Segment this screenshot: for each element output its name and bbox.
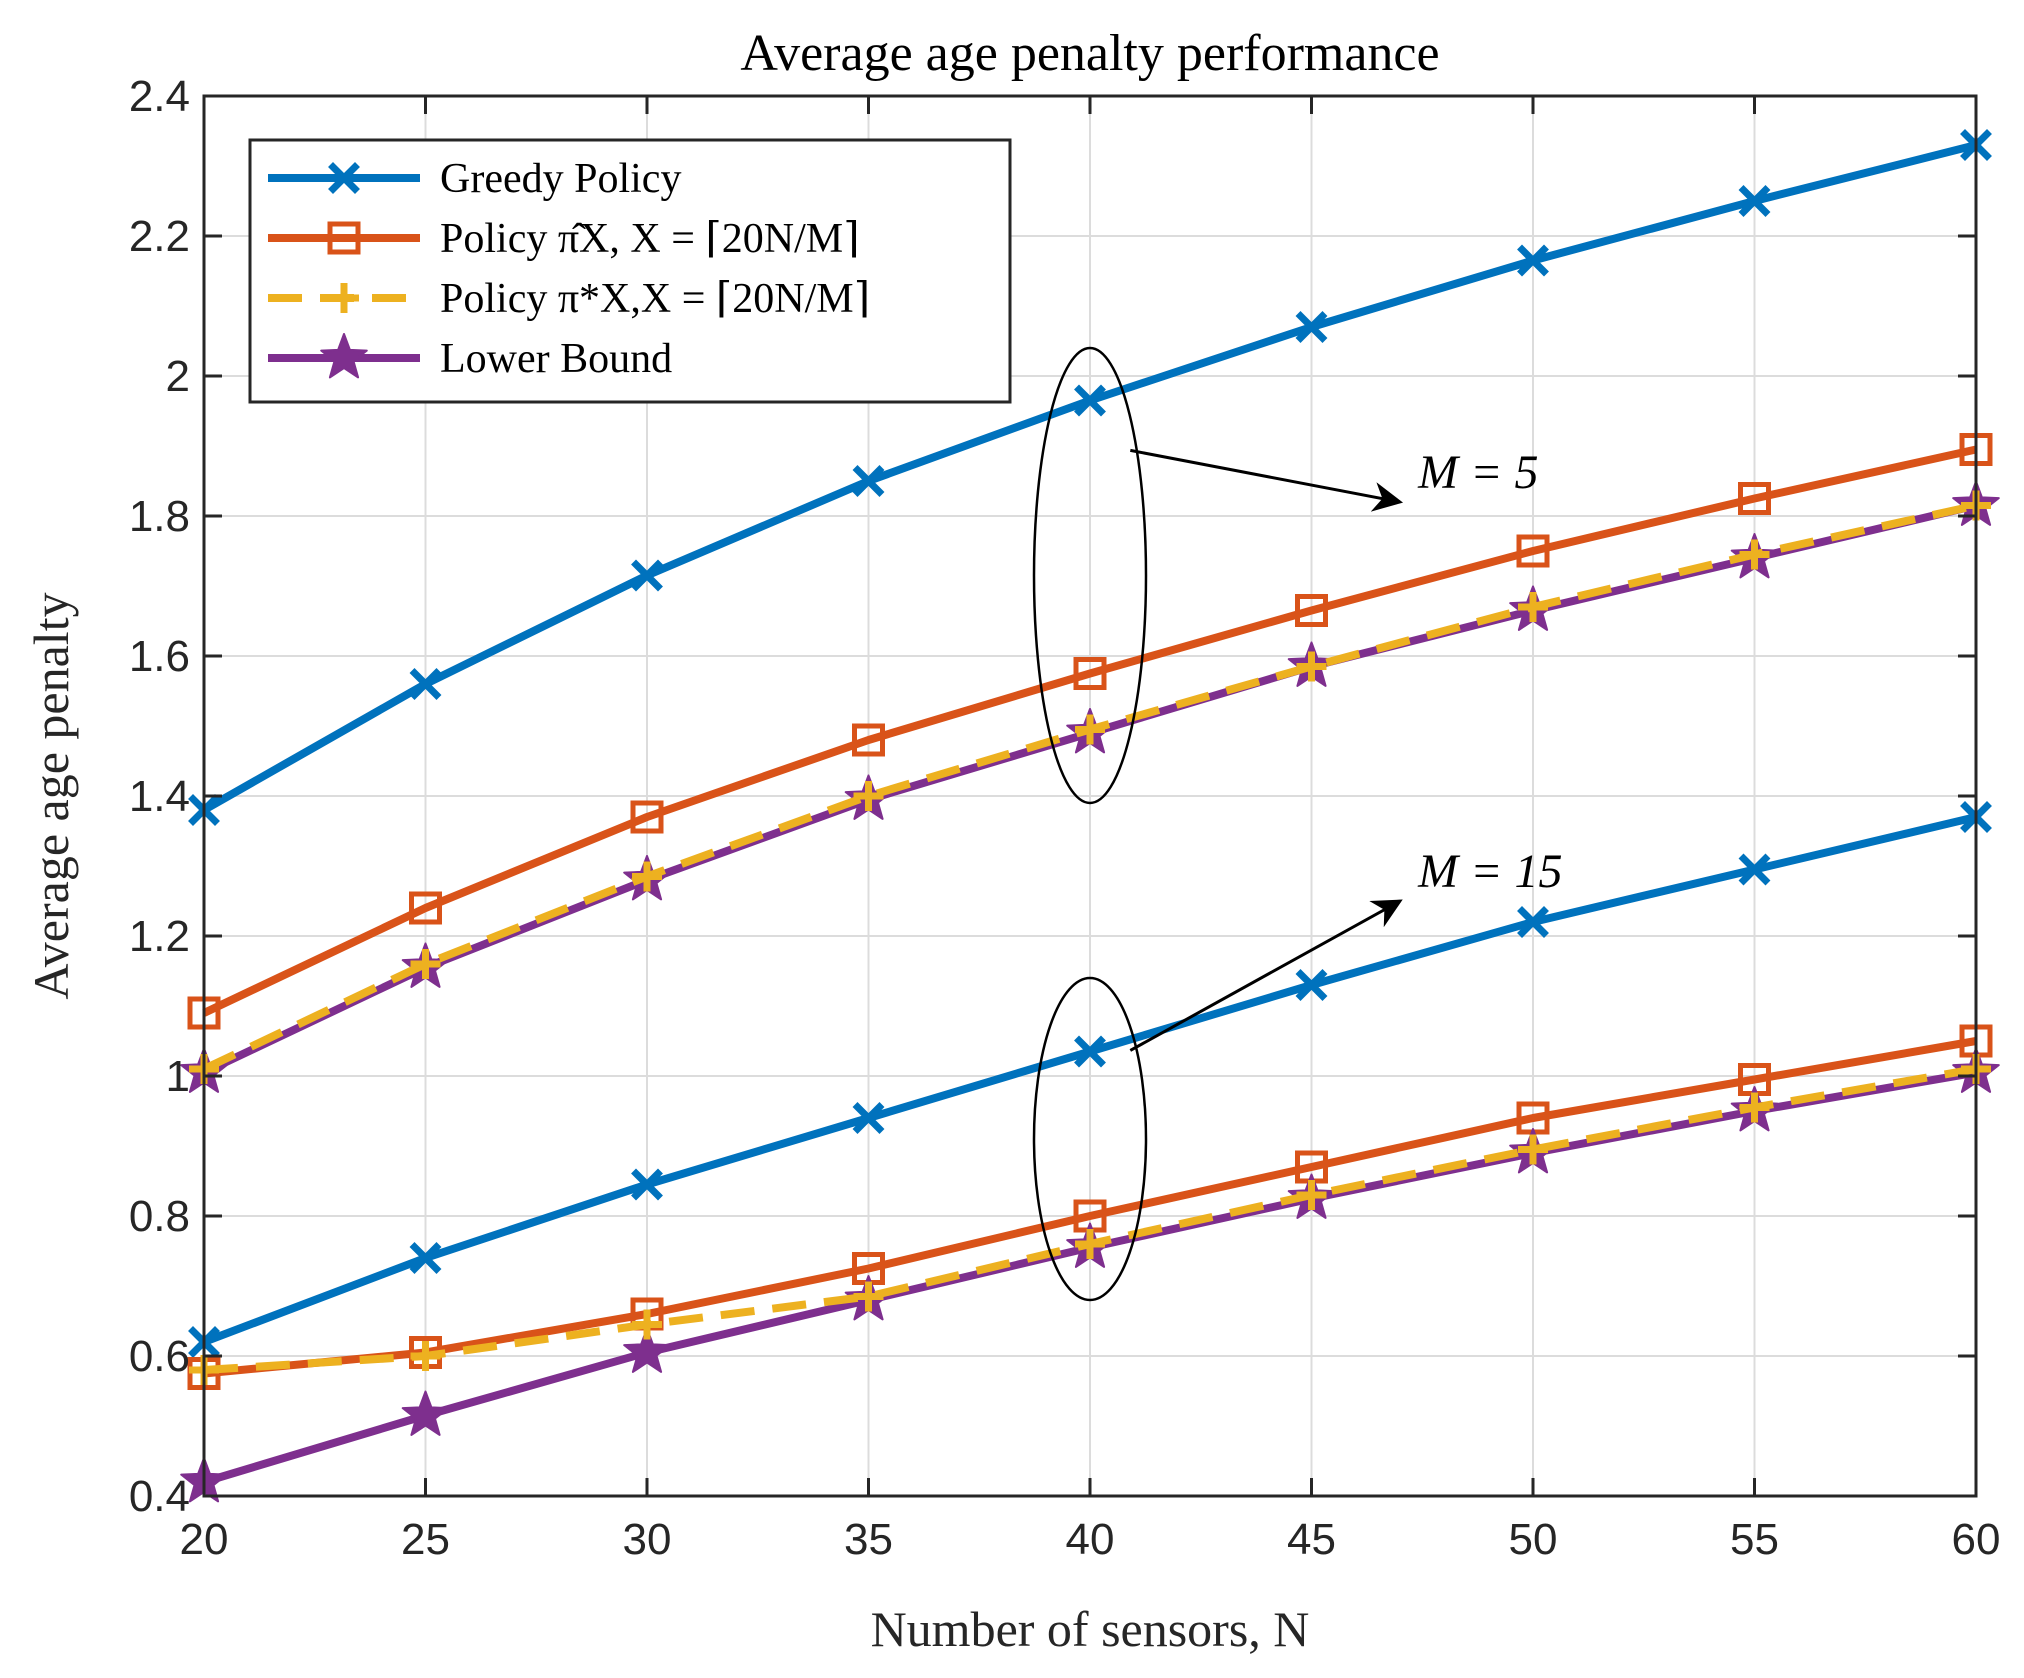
legend-label: Policy π*X,X = ⌈20N/M⌉	[440, 276, 870, 322]
annotation-ellipse	[1032, 976, 1148, 1302]
y-tick-label: 0.6	[129, 1332, 190, 1381]
data-point	[401, 1390, 450, 1436]
data-point	[1074, 1035, 1106, 1068]
data-point	[631, 1168, 663, 1201]
x-tick-label: 20	[180, 1515, 229, 1564]
data-point	[1073, 657, 1107, 690]
annotation-1: M = 15	[1032, 845, 1562, 1302]
data-point	[1738, 853, 1771, 886]
data-point	[852, 1102, 885, 1134]
data-point	[1517, 244, 1549, 277]
annotations: M = 5 M = 15	[1032, 346, 1562, 1302]
legend-label: Lower Bound	[440, 336, 672, 382]
legend-marker	[327, 221, 361, 255]
data-point	[1296, 651, 1327, 682]
y-tick-label: 1.6	[129, 632, 190, 681]
x-tick-label: 45	[1287, 1515, 1336, 1564]
x-tick-label: 30	[623, 1515, 672, 1564]
legend: Greedy Policy Policy π̂X, X = ⌈20N/M⌉ Poli…	[248, 138, 1012, 404]
legend-marker	[329, 283, 359, 313]
x-tick-label: 35	[844, 1515, 893, 1564]
legend-item-2: Policy π*X,X = ⌈20N/M⌉	[268, 276, 870, 322]
annotation-label: M = 15	[1417, 845, 1562, 898]
data-point	[1295, 311, 1328, 343]
legend-item-0: Greedy Policy	[268, 156, 681, 202]
data-point	[853, 781, 884, 811]
y-tick-label: 1.4	[129, 772, 190, 821]
series-0	[188, 129, 1992, 826]
y-tick-label: 1.2	[129, 912, 190, 961]
y-axis-label: Average age penalty	[23, 592, 79, 999]
x-tick-label: 25	[401, 1515, 450, 1564]
legend-label: Greedy Policy	[440, 156, 681, 202]
data-point	[1296, 1180, 1327, 1210]
legend-marker	[328, 162, 360, 194]
data-point	[852, 465, 885, 497]
data-point	[1518, 592, 1548, 622]
x-axis-label: Number of sensors, N	[871, 1601, 1310, 1657]
data-point	[409, 891, 442, 925]
data-point	[1738, 482, 1771, 515]
data-point	[410, 1341, 441, 1371]
data-point	[632, 1309, 662, 1340]
series-7	[189, 1054, 1991, 1385]
data-point	[410, 949, 441, 979]
data-point	[1738, 185, 1771, 217]
annotation-arrow	[1130, 448, 1404, 512]
data-point	[1739, 539, 1770, 570]
annotation-0: M = 5	[1032, 346, 1538, 805]
chart-title: Average age penalty performance	[740, 25, 1439, 82]
legend-label: Policy π̂X, X = ⌈20N/M⌉	[440, 216, 860, 262]
y-tick-label: 1	[166, 1052, 190, 1101]
x-tick-label: 40	[1066, 1515, 1115, 1564]
data-point	[1075, 1229, 1105, 1259]
data-point	[1518, 1134, 1548, 1165]
legend-item-1: Policy π̂X, X = ⌈20N/M⌉	[268, 216, 860, 262]
series-line	[202, 445, 1977, 1017]
data-point	[409, 668, 442, 700]
data-point	[409, 1242, 442, 1274]
data-point	[1075, 714, 1105, 745]
x-tick-label: 55	[1730, 1515, 1779, 1564]
data-point	[630, 800, 664, 834]
data-point	[632, 861, 662, 892]
legend-marker	[320, 333, 368, 379]
axis-ticks: 20 25 30 35 40 45 50 55 60 0.4 0.6 0.8 1 1.2 1.4 1.6 1.8…	[129, 72, 2001, 1564]
x-tick-label: 60	[1952, 1515, 2001, 1564]
data-point	[1739, 1092, 1770, 1123]
series-3	[189, 490, 1991, 1084]
data-point	[1517, 906, 1549, 938]
y-tick-label: 2.4	[129, 72, 190, 121]
data-point	[852, 723, 885, 757]
y-tick-label: 0.8	[129, 1192, 190, 1241]
data-point	[1516, 534, 1550, 568]
y-tick-label: 2.2	[129, 212, 190, 261]
data-point	[623, 1327, 671, 1373]
data-point	[853, 1281, 884, 1312]
data-point	[1074, 384, 1106, 417]
data-point	[1295, 969, 1328, 1001]
data-point	[631, 559, 663, 592]
annotation-label: M = 5	[1417, 446, 1538, 499]
legend-item-3: Lower Bound	[268, 333, 672, 382]
x-tick-label: 50	[1509, 1515, 1558, 1564]
y-tick-label: 2	[166, 352, 190, 401]
y-tick-label: 1.8	[129, 492, 190, 541]
annotation-ellipse	[1032, 346, 1148, 805]
series-line	[203, 1037, 1977, 1378]
y-tick-label: 0.4	[129, 1472, 190, 1521]
annotation-arrow	[1129, 899, 1403, 1052]
data-point	[1295, 594, 1328, 627]
series-layer	[180, 129, 2000, 1503]
